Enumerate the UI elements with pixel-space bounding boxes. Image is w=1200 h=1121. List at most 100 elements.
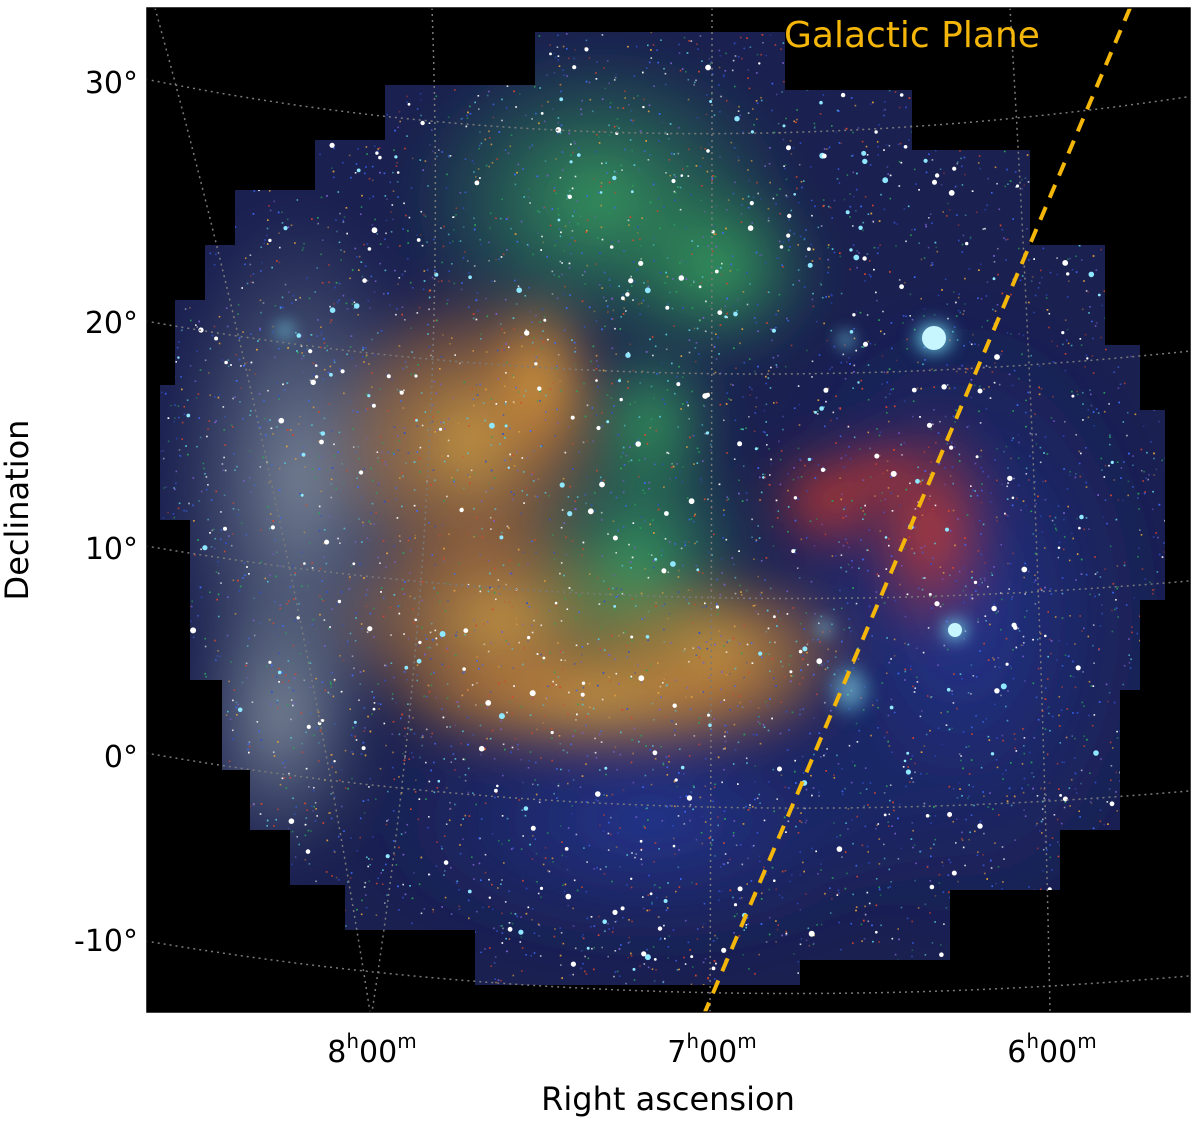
speckle: [268, 481, 271, 484]
speckle: [762, 430, 765, 433]
speckle: [641, 681, 643, 684]
speckle: [756, 181, 758, 184]
speckle: [596, 469, 598, 472]
speckle: [587, 957, 590, 960]
speckle: [595, 368, 598, 370]
speckle: [358, 699, 360, 701]
speckle: [722, 863, 725, 865]
speckle: [996, 447, 998, 450]
speckle: [734, 419, 737, 422]
speckle: [217, 572, 220, 575]
speckle: [361, 496, 363, 499]
speckle: [968, 268, 971, 270]
speckle: [1042, 870, 1044, 872]
speckle: [912, 415, 914, 418]
speckle: [522, 623, 524, 626]
speckle: [321, 580, 323, 582]
speckle: [667, 452, 670, 455]
speckle: [491, 833, 494, 835]
speckle: [608, 588, 610, 590]
speckle: [453, 229, 455, 231]
speckle: [876, 573, 879, 576]
speckle: [398, 605, 401, 607]
speckle: [640, 258, 642, 260]
speckle: [1103, 823, 1105, 826]
speckle: [272, 675, 274, 677]
speckle: [779, 458, 782, 461]
speckle: [1025, 473, 1028, 475]
speckle: [884, 396, 887, 399]
speckle: [750, 700, 752, 703]
speckle: [698, 656, 701, 659]
speckle: [627, 219, 630, 222]
speckle: [177, 405, 180, 407]
speckle: [807, 927, 810, 930]
speckle: [960, 157, 962, 160]
speckle: [890, 555, 893, 557]
speckle: [571, 813, 573, 815]
speckle: [1005, 705, 1007, 708]
speckle: [977, 851, 979, 853]
speckle: [1001, 773, 1004, 775]
speckle: [593, 868, 595, 870]
speckle: [903, 281, 906, 284]
speckle: [479, 131, 481, 134]
speckle: [1130, 658, 1132, 661]
speckle: [428, 308, 430, 311]
speckle: [338, 431, 341, 434]
speckle: [934, 755, 936, 757]
speckle: [536, 881, 538, 883]
speckle: [214, 396, 216, 398]
speckle: [608, 124, 610, 127]
speckle: [896, 223, 898, 225]
speckle: [953, 291, 955, 293]
speckle: [652, 745, 654, 747]
speckle: [611, 931, 614, 933]
speckle: [502, 414, 505, 416]
speckle: [502, 743, 505, 746]
speckle: [838, 541, 840, 543]
speckle: [1102, 516, 1105, 518]
speckle: [404, 755, 406, 757]
speckle: [887, 173, 889, 175]
speckle: [823, 148, 826, 150]
speckle: [907, 643, 910, 646]
speckle: [994, 842, 996, 844]
speckle: [458, 888, 460, 891]
speckle: [644, 568, 646, 570]
speckle: [399, 120, 401, 123]
speckle: [852, 171, 855, 174]
speckle: [477, 310, 479, 312]
speckle: [1027, 784, 1029, 786]
speckle: [830, 419, 832, 422]
speckle: [565, 553, 567, 556]
speckle: [929, 495, 931, 497]
speckle: [910, 234, 912, 236]
speckle: [410, 327, 412, 329]
speckle: [441, 708, 443, 710]
speckle: [654, 842, 657, 844]
speckle: [535, 610, 538, 612]
speckle: [966, 426, 969, 428]
speckle: [242, 331, 244, 333]
speckle: [248, 637, 250, 640]
speckle: [284, 759, 287, 762]
speckle: [557, 34, 559, 37]
speckle: [813, 942, 815, 945]
speckle: [373, 702, 376, 704]
speckle: [209, 347, 212, 350]
speckle: [549, 44, 551, 46]
speckle: [567, 426, 570, 428]
speckle: [1062, 548, 1065, 551]
speckle: [763, 409, 766, 412]
speckle: [805, 788, 808, 791]
speckle: [420, 114, 422, 117]
speckle: [469, 476, 471, 478]
speckle: [323, 417, 326, 420]
speckle: [467, 689, 469, 691]
speckle: [441, 524, 444, 526]
speckle: [585, 724, 587, 727]
speckle: [1030, 354, 1032, 357]
speckle: [997, 273, 999, 276]
